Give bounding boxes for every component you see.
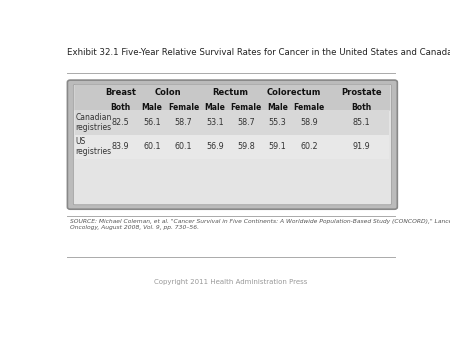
- Text: 56.1: 56.1: [144, 118, 161, 127]
- Text: Breast: Breast: [105, 88, 136, 97]
- Text: Male: Male: [267, 102, 288, 112]
- Text: Both: Both: [351, 102, 372, 112]
- Text: 60.1: 60.1: [175, 142, 192, 151]
- Text: Colon: Colon: [154, 88, 181, 97]
- Text: 58.7: 58.7: [175, 118, 193, 127]
- Text: 60.2: 60.2: [300, 142, 318, 151]
- Text: Canadian
registries: Canadian registries: [76, 113, 112, 132]
- Text: Both: Both: [111, 102, 131, 112]
- Text: 83.9: 83.9: [112, 142, 130, 151]
- Text: 56.9: 56.9: [206, 142, 224, 151]
- Text: Copyright 2011 Health Administration Press: Copyright 2011 Health Administration Pre…: [154, 279, 307, 285]
- Text: 59.1: 59.1: [269, 142, 287, 151]
- Text: Female: Female: [293, 102, 325, 112]
- FancyBboxPatch shape: [73, 84, 392, 205]
- Text: 58.7: 58.7: [238, 118, 255, 127]
- Text: 58.9: 58.9: [300, 118, 318, 127]
- Text: Exhibit 32.1 Five-Year Relative Survival Rates for Cancer in the United States a: Exhibit 32.1 Five-Year Relative Survival…: [67, 48, 450, 57]
- Text: Colorectum: Colorectum: [266, 88, 320, 97]
- Text: SOURCE: Michael Coleman, et al. "Cancer Survival in Five Continents: A Worldwide: SOURCE: Michael Coleman, et al. "Cancer …: [70, 219, 450, 230]
- FancyBboxPatch shape: [76, 135, 389, 159]
- Text: Female: Female: [231, 102, 262, 112]
- FancyBboxPatch shape: [76, 110, 389, 135]
- FancyBboxPatch shape: [74, 85, 390, 111]
- Text: 82.5: 82.5: [112, 118, 130, 127]
- Text: Rectum: Rectum: [212, 88, 248, 97]
- Text: Male: Male: [204, 102, 225, 112]
- Text: 59.8: 59.8: [238, 142, 255, 151]
- FancyBboxPatch shape: [68, 80, 397, 209]
- Text: 60.1: 60.1: [144, 142, 161, 151]
- Text: Prostate: Prostate: [341, 88, 382, 97]
- Text: 53.1: 53.1: [206, 118, 224, 127]
- Text: 91.9: 91.9: [352, 142, 370, 151]
- Text: US
registries: US registries: [76, 137, 112, 156]
- Text: 55.3: 55.3: [269, 118, 287, 127]
- Text: 85.1: 85.1: [353, 118, 370, 127]
- Text: Female: Female: [168, 102, 199, 112]
- Text: Male: Male: [142, 102, 162, 112]
